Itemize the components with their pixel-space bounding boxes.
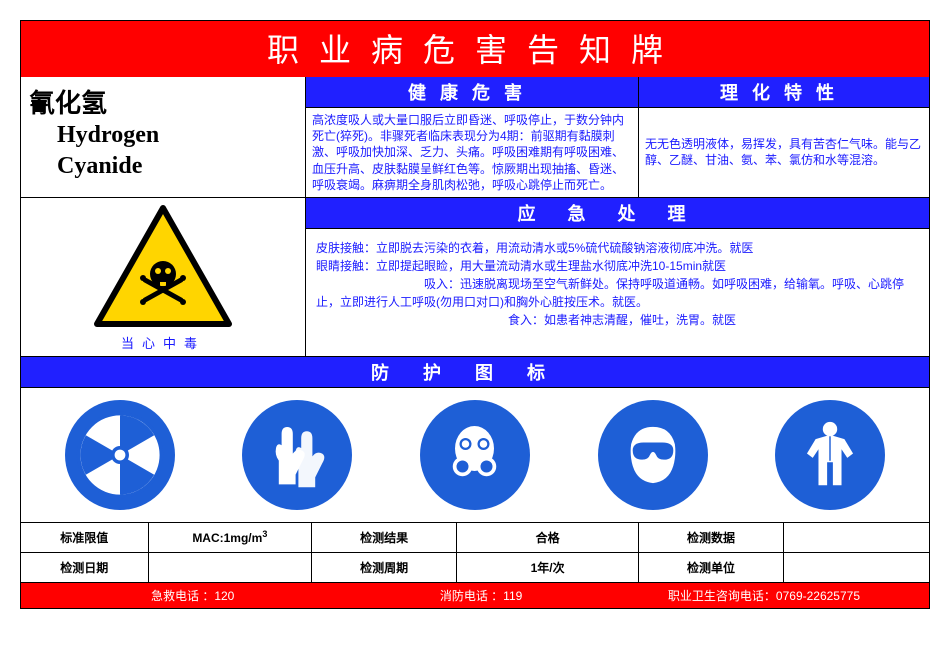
header-emergency: 应急处理 <box>306 198 929 228</box>
emergency-text: 皮肤接触：立即脱去污染的衣着，用流动清水或5%硫代硫酸钠溶液彻底冲洗。就医 眼睛… <box>306 228 929 356</box>
emergency-line: 食入：如患者神志清醒，催吐，洗胃。就医 <box>316 311 919 329</box>
cell-unit-value <box>784 552 929 582</box>
table-row: 标准限值 MAC:1mg/m3 检测结果 合格 检测数据 <box>21 522 929 552</box>
cell-std-limit-value: MAC:1mg/m3 <box>148 522 311 552</box>
chemical-name-cn: 氰化氢 <box>29 83 297 120</box>
header-protect: 防护图标 <box>21 356 929 387</box>
chemical-name-en-2: Cyanide <box>57 151 297 182</box>
row-top: 氰化氢 Hydrogen Cyanide 健康危害 理化特性 高浓度吸人或大量口… <box>21 77 929 197</box>
top-right-block: 健康危害 理化特性 高浓度吸人或大量口服后立即昏迷、呼吸停止，于数分钟内死亡(猝… <box>306 77 929 197</box>
chemical-name-en-1: Hydrogen <box>57 120 297 151</box>
footer-emergency-phone: 急救电话 ：120 <box>21 587 363 604</box>
physical-properties-text: 无无色透明液体，易挥发，具有苦杏仁气味。能与乙醇、乙醚、甘油、氨、苯、氯仿和水等… <box>639 107 929 197</box>
gloves-icon <box>242 400 352 510</box>
toxic-warning-icon <box>93 204 233 329</box>
hazard-symbol-cell: 当心中毒 <box>21 198 306 356</box>
hazard-notice-card: 职业病危害告知牌 氰化氢 Hydrogen Cyanide 健康危害 理化特性 … <box>20 20 930 609</box>
cell-date-value <box>148 552 311 582</box>
footer-fire-phone: 消防电话 ：119 <box>363 587 599 604</box>
main-title: 职业病危害告知牌 <box>21 21 929 77</box>
goggles-icon <box>598 400 708 510</box>
header-props: 理化特性 <box>639 77 929 107</box>
emergency-line: 皮肤接触：立即脱去污染的衣着，用流动清水或5%硫代硫酸钠溶液彻底冲洗。就医 <box>316 239 919 257</box>
coverall-icon <box>775 400 885 510</box>
table-row: 检测日期 检测周期 1年/次 检测单位 <box>21 552 929 582</box>
hazard-caption: 当心中毒 <box>121 333 205 352</box>
header-health: 健康危害 <box>306 77 639 107</box>
cell-date-label: 检测日期 <box>21 552 148 582</box>
footer-bar: 急救电话 ：120 消防电话 ：119 职业卫生咨询电话：0769-226257… <box>21 583 929 608</box>
health-hazard-text: 高浓度吸人或大量口服后立即昏迷、呼吸停止，于数分钟内死亡(猝死)。非骤死者临床表… <box>306 107 639 197</box>
cell-cycle-value: 1年/次 <box>457 552 639 582</box>
chemical-name-cell: 氰化氢 Hydrogen Cyanide <box>21 77 306 197</box>
cell-data-label: 检测数据 <box>638 522 783 552</box>
cell-data-value <box>784 522 929 552</box>
cell-result-value: 合格 <box>457 522 639 552</box>
cell-unit-label: 检测单位 <box>638 552 783 582</box>
cell-result-label: 检测结果 <box>312 522 457 552</box>
respirator-icon <box>420 400 530 510</box>
row-middle: 当心中毒 应急处理 皮肤接触：立即脱去污染的衣着，用流动清水或5%硫代硫酸钠溶液… <box>21 197 929 356</box>
emergency-line: 吸入：迅速脱离现场至空气新鲜处。保持呼吸道通畅。如呼吸困难，给输氧。呼吸、心跳停… <box>316 275 919 311</box>
ventilation-icon <box>65 400 175 510</box>
footer-consult-phone: 职业卫生咨询电话：0769-22625775 <box>599 587 929 604</box>
cell-cycle-label: 检测周期 <box>312 552 457 582</box>
measurement-table: 标准限值 MAC:1mg/m3 检测结果 合格 检测数据 检测日期 检测周期 1… <box>21 522 929 583</box>
ppe-icons-row <box>21 387 929 522</box>
cell-std-limit-label: 标准限值 <box>21 522 148 552</box>
emergency-line: 眼睛接触：立即提起眼睑，用大量流动清水或生理盐水彻底冲洗10-15min就医 <box>316 257 919 275</box>
emergency-column: 应急处理 皮肤接触：立即脱去污染的衣着，用流动清水或5%硫代硫酸钠溶液彻底冲洗。… <box>306 198 929 356</box>
